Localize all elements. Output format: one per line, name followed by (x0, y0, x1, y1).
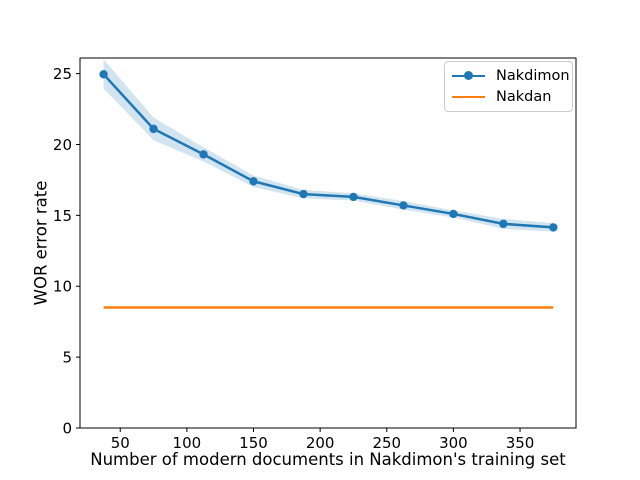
y-tick-label: 10 (53, 278, 72, 296)
legend-label-nakdan: Nakdan (496, 89, 552, 105)
x-tick-label: 50 (111, 434, 130, 452)
x-tick-label: 250 (372, 434, 401, 452)
nakdan-line-sample-icon (452, 88, 485, 106)
legend-entry-nakdan: Nakdan (452, 88, 566, 106)
nakdimon-data-point (149, 124, 158, 134)
x-tick-label: 350 (506, 434, 535, 452)
nakdimon-line (102, 73, 554, 229)
legend: Nakdimon Nakdan (444, 61, 573, 112)
nakdimon-data-point (299, 189, 308, 199)
y-axis-label: WOR error rate (31, 180, 51, 306)
nakdimon-line-sample-icon (452, 67, 485, 85)
y-tick-label: 20 (53, 136, 72, 154)
y-tick-label: 25 (53, 65, 72, 83)
legend-entry-nakdimon: Nakdimon (452, 67, 570, 85)
x-tick-label: 150 (239, 434, 268, 452)
nakdimon-data-point (199, 150, 208, 159)
nakdimon-data-point (99, 70, 108, 79)
nakdimon-data-point (349, 192, 358, 202)
nakdimon-data-point (549, 223, 558, 232)
y-tick-label: 15 (53, 207, 72, 225)
y-tick-label: 5 (62, 349, 72, 367)
y-tick-label: 0 (62, 420, 72, 438)
x-tick-label: 100 (173, 434, 202, 452)
nakdimon-data-point (449, 209, 458, 219)
confidence-band (103, 59, 554, 232)
nakdimon-data-point (249, 177, 258, 186)
axes-frame (79, 57, 577, 429)
nakdimon-data-point (499, 219, 508, 229)
x-tick-label: 300 (439, 434, 468, 452)
nakdimon-data-point (399, 201, 408, 210)
x-tick-label: 200 (306, 434, 335, 452)
x-axis-label: Number of modern documents in Nakdimon's… (90, 450, 566, 469)
legend-label-nakdimon: Nakdimon (496, 68, 570, 84)
